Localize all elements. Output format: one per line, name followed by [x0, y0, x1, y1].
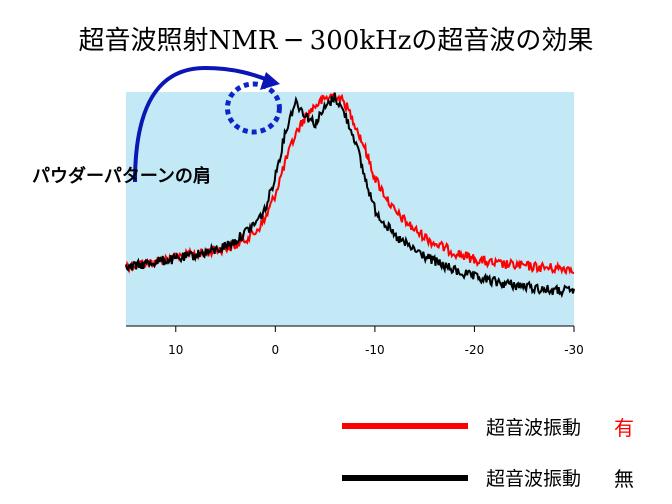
x-tick-label: -10	[365, 343, 385, 357]
series-ultrasound-off	[125, 92, 575, 299]
x-tick-label: 10	[168, 343, 183, 357]
powder-pattern-shoulder-label: パウダーパターンの肩	[32, 166, 211, 187]
legend-red-line	[342, 423, 468, 429]
annotation-arrowhead	[260, 72, 280, 90]
series-layer	[125, 92, 575, 299]
legend-label-on: 超音波振動	[486, 417, 582, 439]
plot-area	[126, 92, 574, 326]
chart-title: 超音波照射NMR ─ 300kHzの超音波の効果	[78, 26, 594, 56]
shoulder-highlight-circle	[224, 81, 282, 135]
annotation-layer	[133, 65, 282, 183]
legend-flag-on: 有	[614, 416, 634, 440]
legend-black-line	[342, 475, 468, 481]
legend-label-off: 超音波振動	[486, 468, 582, 490]
x-tick-label: -20	[465, 343, 485, 357]
x-tick-label: -30	[564, 343, 584, 357]
x-ticks: 10 0 -10 -20 -30	[168, 326, 584, 357]
legend-flag-off: 無	[614, 467, 634, 491]
x-tick-label: 0	[272, 343, 280, 357]
annotation-arrow	[133, 65, 269, 183]
